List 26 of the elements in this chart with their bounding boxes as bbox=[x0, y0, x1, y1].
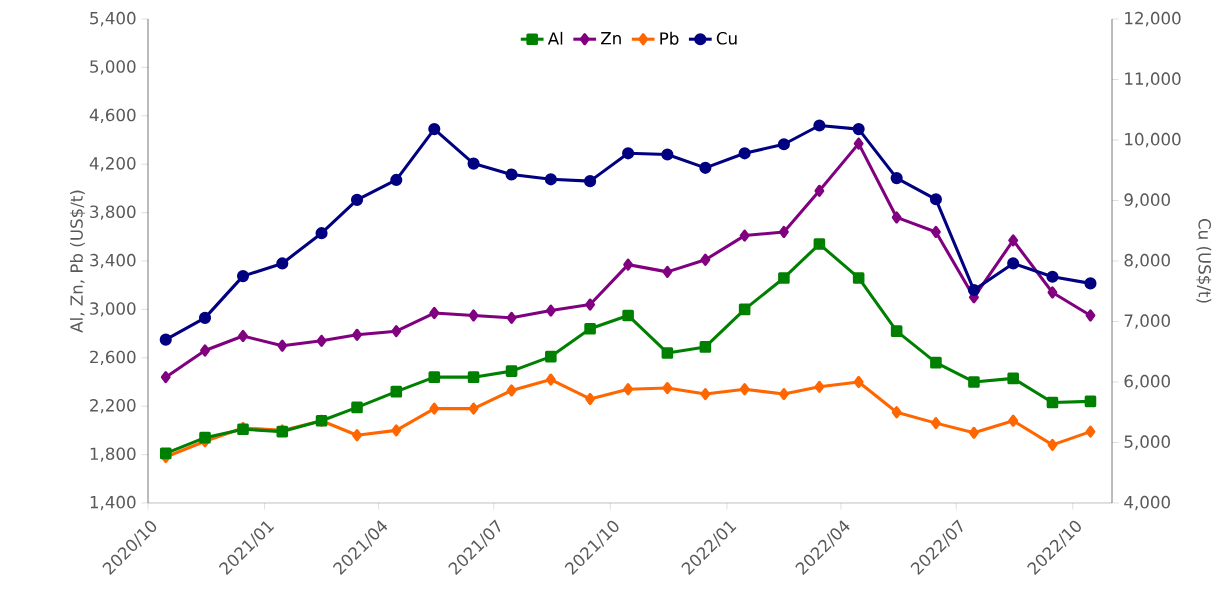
y-tick-label: 5,400 bbox=[90, 11, 136, 27]
y-tick-label: 3,400 bbox=[90, 253, 136, 269]
y2-tick-label: 8,000 bbox=[1124, 253, 1170, 269]
y2-tick-label: 9,000 bbox=[1124, 193, 1170, 208]
legend-label: Al bbox=[547, 31, 563, 45]
y2-tick-label: 5,000 bbox=[1124, 435, 1170, 450]
y-tick-label: 4,600 bbox=[89, 108, 136, 123]
y2-axis-title: Cu (US$/t) bbox=[1196, 218, 1212, 303]
y2-tick-label: 4,000 bbox=[1124, 495, 1170, 511]
y2-tick-label: 10,000 bbox=[1125, 132, 1181, 148]
y2-tick-label: 11,000 bbox=[1125, 72, 1181, 87]
y-tick-label: 2,200 bbox=[90, 399, 136, 414]
legend-label: Cu bbox=[716, 32, 737, 45]
y2-tick-label: 6,000 bbox=[1124, 374, 1170, 390]
y2-tick-label: 7,000 bbox=[1124, 314, 1170, 329]
y-tick-label: 5,000 bbox=[90, 60, 136, 75]
y-tick-label: 3,800 bbox=[90, 205, 136, 220]
y-tick-label: 3,000 bbox=[90, 302, 136, 317]
legend-label: Pb bbox=[660, 31, 679, 45]
y-axis-title: Al, Zn, Pb (US$/t) bbox=[69, 190, 86, 333]
legend-label: Zn bbox=[601, 32, 621, 45]
y-tick-label: 4,200 bbox=[89, 157, 136, 172]
y-tick-label: 2,600 bbox=[90, 350, 136, 365]
y2-tick-label: 12,000 bbox=[1125, 11, 1181, 27]
y-tick-label: 1,800 bbox=[90, 447, 136, 462]
y-tick-label: 1,400 bbox=[90, 495, 136, 511]
